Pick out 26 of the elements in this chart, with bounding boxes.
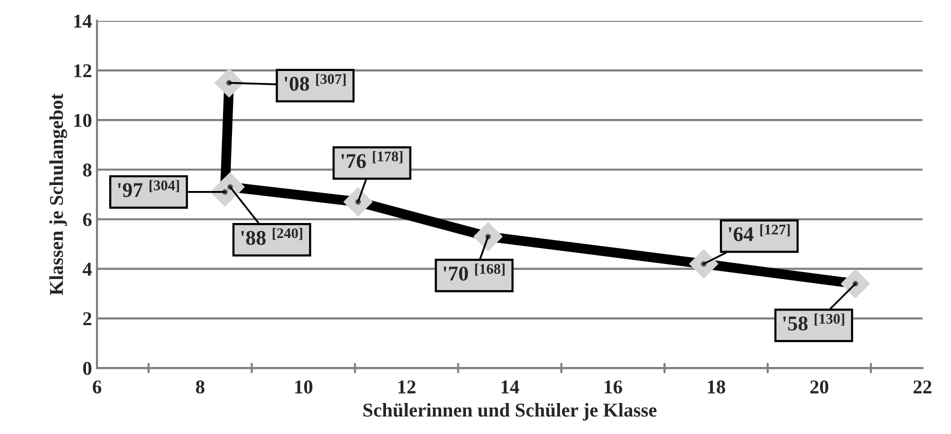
annotation: '70 $^{[168]}$: [444, 264, 505, 281]
x-tick-label: 14: [502, 380, 520, 394]
x-tick-label: 20: [810, 380, 828, 394]
x-tick-label: 18: [708, 380, 726, 394]
y-tick-label: 0: [83, 362, 92, 375]
y-tick-label: 14: [74, 14, 92, 28]
x-axis-title: Schülerinnen und Schüler je Klasse: [363, 403, 657, 421]
y-tick-label: 4: [82, 262, 92, 276]
x-tick-label: 12: [398, 380, 416, 394]
x-tick-label: 10: [295, 380, 312, 394]
annotation: '76 $^{[178]}$: [341, 151, 402, 168]
annotation: '58 $^{[130]}$: [783, 314, 844, 331]
y-tick-label: 12: [74, 64, 92, 78]
annotation: '08 $^{[307]}$: [284, 74, 346, 91]
x-tick-label: 22: [914, 380, 932, 394]
annotation: '97 $^{[304]}$: [118, 180, 179, 198]
y-tick-label: 8: [83, 163, 92, 177]
annotation: '88 $^{[240]}$: [241, 228, 302, 245]
x-tick-label: 6: [92, 380, 102, 394]
x-tick-label: 16: [604, 380, 622, 394]
x-tick-label: 8: [196, 380, 204, 394]
annotation: '64 $^{[127]}$: [728, 224, 790, 242]
y-tick-label: 6: [83, 213, 92, 226]
y-axis-title: Klassen je Schulangebot: [49, 94, 68, 296]
y-tick-label: 10: [74, 114, 92, 127]
y-tick-label: 2: [83, 312, 92, 326]
